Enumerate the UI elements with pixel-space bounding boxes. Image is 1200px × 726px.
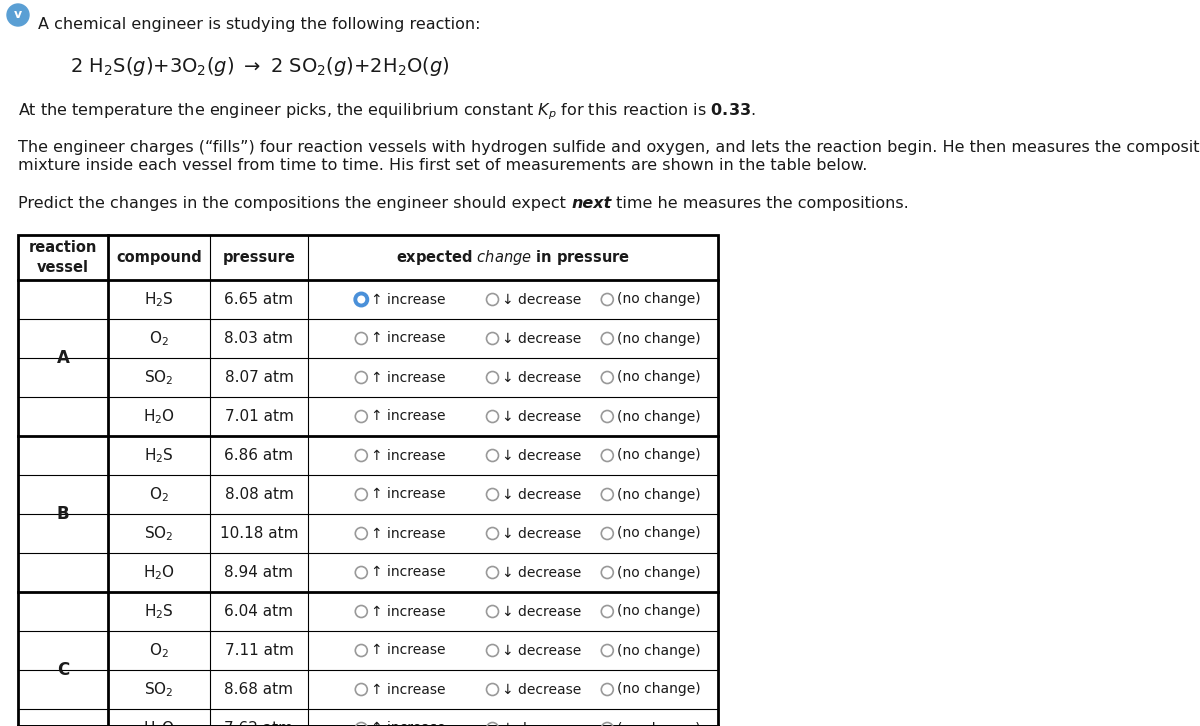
Text: (no change): (no change) — [617, 722, 701, 726]
Text: ↑ increase: ↑ increase — [371, 409, 446, 423]
Text: (no change): (no change) — [617, 605, 701, 619]
Text: SO$_2$: SO$_2$ — [144, 680, 174, 699]
Circle shape — [7, 4, 29, 26]
Text: H$_2$S: H$_2$S — [144, 290, 174, 309]
Text: ↑ increase: ↑ increase — [371, 293, 446, 306]
Text: 7.01 atm: 7.01 atm — [224, 409, 294, 424]
Text: 2 H$_2$S($g$)+3O$_2$($g$) $\rightarrow$ 2 SO$_2$($g$)+2H$_2$O($g$): 2 H$_2$S($g$)+3O$_2$($g$) $\rightarrow$ … — [70, 55, 450, 78]
Text: ↓ decrease: ↓ decrease — [503, 370, 582, 385]
Text: reaction
vessel: reaction vessel — [29, 240, 97, 275]
Text: H$_2$O: H$_2$O — [143, 563, 175, 582]
Text: B: B — [56, 505, 70, 523]
Text: (no change): (no change) — [617, 449, 701, 462]
Text: ↑ increase: ↑ increase — [371, 332, 446, 346]
Bar — [18, 235, 718, 726]
Text: ↑ increase: ↑ increase — [371, 487, 446, 502]
Text: 6.65 atm: 6.65 atm — [224, 292, 294, 307]
Text: (no change): (no change) — [617, 409, 701, 423]
Text: O$_2$: O$_2$ — [149, 485, 169, 504]
Text: ↓ decrease: ↓ decrease — [503, 643, 582, 658]
Text: compound: compound — [116, 250, 202, 265]
Text: 8.07 atm: 8.07 atm — [224, 370, 294, 385]
Text: ↑ increase: ↑ increase — [371, 526, 446, 540]
Text: H$_2$O: H$_2$O — [143, 407, 175, 426]
Text: 6.04 atm: 6.04 atm — [224, 604, 294, 619]
Text: ↓ decrease: ↓ decrease — [503, 487, 582, 502]
Text: ↑ increase: ↑ increase — [371, 370, 446, 385]
Text: (no change): (no change) — [617, 526, 701, 540]
Text: At the temperature the engineer picks, the equilibrium constant $K_p$ for this r: At the temperature the engineer picks, t… — [18, 101, 756, 121]
Text: ↓ decrease: ↓ decrease — [503, 605, 582, 619]
Text: ↓ decrease: ↓ decrease — [503, 566, 582, 579]
Text: (no change): (no change) — [617, 643, 701, 658]
Text: v: v — [14, 9, 22, 22]
Text: ↓ decrease: ↓ decrease — [503, 449, 582, 462]
Text: O$_2$: O$_2$ — [149, 329, 169, 348]
Text: (no change): (no change) — [617, 332, 701, 346]
Text: (no change): (no change) — [617, 487, 701, 502]
Text: pressure: pressure — [222, 250, 295, 265]
Text: H$_2$O: H$_2$O — [143, 719, 175, 726]
Text: C: C — [56, 661, 70, 679]
Text: H$_2$S: H$_2$S — [144, 602, 174, 621]
Text: H$_2$S: H$_2$S — [144, 446, 174, 465]
Text: time he measures the compositions.: time he measures the compositions. — [611, 196, 910, 211]
Text: ↓ decrease: ↓ decrease — [503, 332, 582, 346]
Text: SO$_2$: SO$_2$ — [144, 368, 174, 387]
Text: ↓ decrease: ↓ decrease — [503, 293, 582, 306]
Text: (no change): (no change) — [617, 566, 701, 579]
Text: 7.62 atm: 7.62 atm — [224, 721, 294, 726]
Text: O$_2$: O$_2$ — [149, 641, 169, 660]
Text: 8.68 atm: 8.68 atm — [224, 682, 294, 697]
Text: next: next — [571, 196, 611, 211]
Text: 8.03 atm: 8.03 atm — [224, 331, 294, 346]
Text: ↑ increase: ↑ increase — [371, 449, 446, 462]
Text: A: A — [56, 349, 70, 367]
Text: expected $\it{change}$ in pressure: expected $\it{change}$ in pressure — [396, 248, 630, 267]
Text: SO$_2$: SO$_2$ — [144, 524, 174, 543]
Text: ↑ increase: ↑ increase — [371, 682, 446, 696]
Text: 7.11 atm: 7.11 atm — [224, 643, 294, 658]
Text: ↑ increase: ↑ increase — [371, 566, 446, 579]
Text: ↓ decrease: ↓ decrease — [503, 682, 582, 696]
Text: 8.94 atm: 8.94 atm — [224, 565, 294, 580]
Text: Predict the changes in the compositions the engineer should expect: Predict the changes in the compositions … — [18, 196, 571, 211]
Text: (no change): (no change) — [617, 682, 701, 696]
Text: 6.86 atm: 6.86 atm — [224, 448, 294, 463]
Text: ↓ decrease: ↓ decrease — [503, 409, 582, 423]
Text: (no change): (no change) — [617, 293, 701, 306]
Text: (no change): (no change) — [617, 370, 701, 385]
Text: mixture inside each vessel from time to time. His first set of measurements are : mixture inside each vessel from time to … — [18, 158, 868, 173]
Text: The engineer charges (“fills”) four reaction vessels with hydrogen sulfide and o: The engineer charges (“fills”) four reac… — [18, 140, 1200, 155]
Text: 8.08 atm: 8.08 atm — [224, 487, 294, 502]
Text: ↑ increase: ↑ increase — [371, 722, 446, 726]
Text: 10.18 atm: 10.18 atm — [220, 526, 299, 541]
Text: ↑ increase: ↑ increase — [371, 643, 446, 658]
Text: ↓ decrease: ↓ decrease — [503, 722, 582, 726]
Text: A chemical engineer is studying the following reaction:: A chemical engineer is studying the foll… — [38, 17, 480, 32]
Text: ↑ increase: ↑ increase — [371, 605, 446, 619]
Text: ↓ decrease: ↓ decrease — [503, 526, 582, 540]
